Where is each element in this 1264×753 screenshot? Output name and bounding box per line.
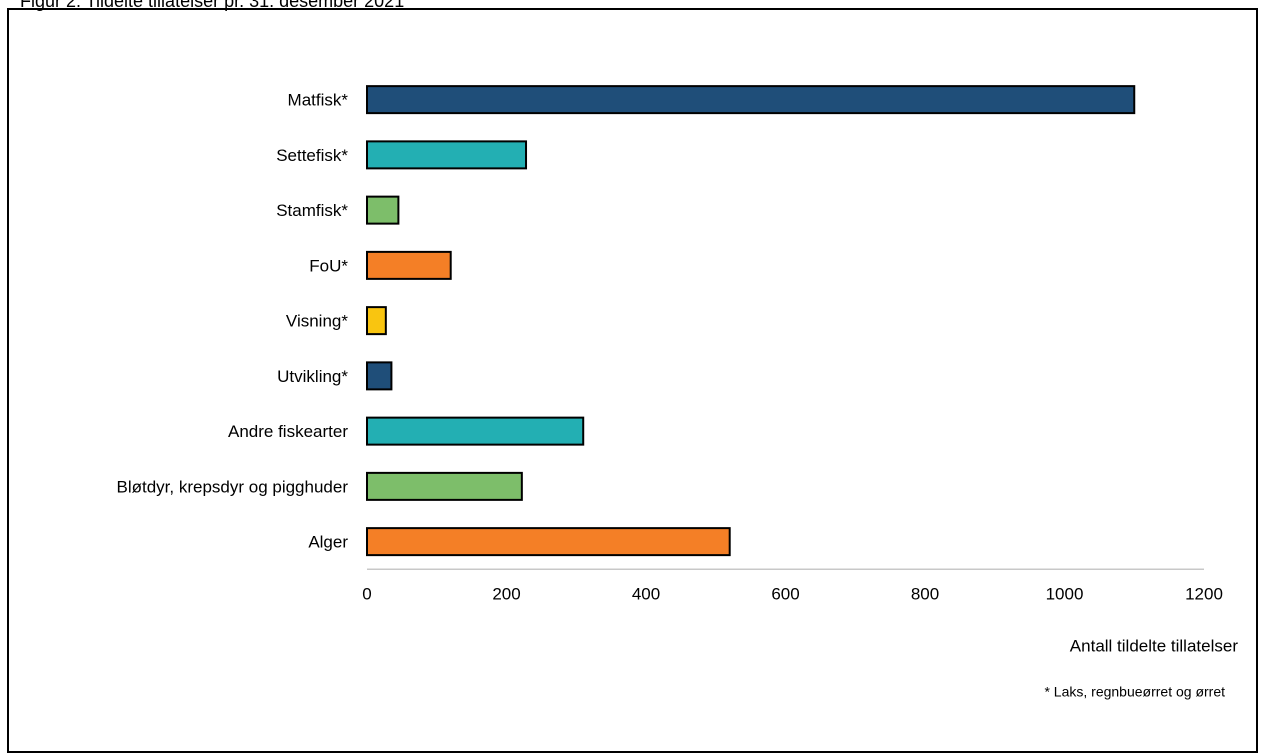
x-tick-label: 0 — [362, 584, 371, 603]
category-label: Settefisk* — [276, 146, 348, 165]
x-tick-label: 600 — [771, 584, 799, 603]
bar-3 — [366, 195, 400, 225]
x-axis-label: Antall tildelte tillatelser — [1070, 636, 1239, 655]
bar-2 — [366, 140, 528, 170]
bar-7 — [366, 416, 585, 446]
bar-5 — [366, 306, 387, 336]
bar-9 — [366, 527, 731, 557]
bar-1 — [366, 85, 1136, 115]
x-tick-label: 1200 — [1185, 584, 1223, 603]
bar-6 — [366, 361, 393, 391]
category-label: Visning* — [286, 312, 348, 331]
category-label: FoU* — [309, 256, 348, 275]
category-label: Andre fiskearter — [228, 422, 348, 441]
bar-4 — [366, 250, 452, 280]
x-tick-label: 800 — [911, 584, 939, 603]
category-label: Utvikling* — [277, 367, 348, 386]
bar-8 — [366, 471, 523, 501]
x-tick-label: 400 — [632, 584, 660, 603]
x-tick-label: 1000 — [1046, 584, 1084, 603]
category-label: Stamfisk* — [276, 201, 348, 220]
x-tick-label: 200 — [492, 584, 520, 603]
footnote: * Laks, regnbueørret og ørret — [1044, 683, 1225, 699]
category-label: Matfisk* — [288, 91, 349, 110]
category-label: Bløtdyr, krepsdyr og pigghuder — [116, 477, 348, 496]
category-label: Alger — [308, 533, 348, 552]
figure-title: Figur 2. Tildelte tillatelser pr. 31. de… — [20, 0, 405, 11]
